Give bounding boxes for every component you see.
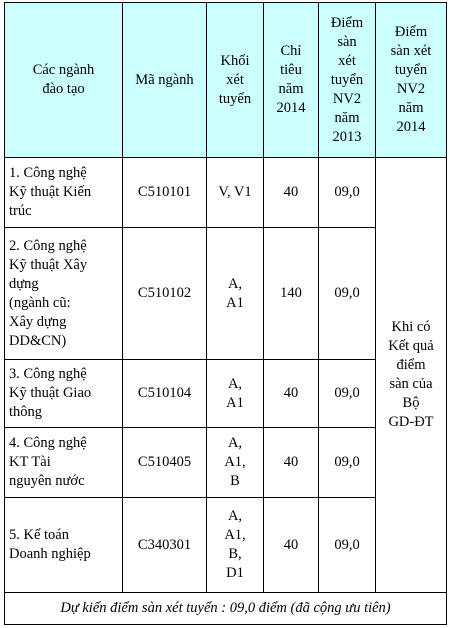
text-line: 5. Kế toán <box>9 527 69 543</box>
text-line: Bộ <box>402 395 420 411</box>
text-line: tuyển <box>218 90 252 107</box>
major-name: 1. Công nghệ Kỹ thuật Kiến trúc <box>4 157 123 228</box>
major-code: C340301 <box>122 497 207 593</box>
table-header: Các ngành đào tạo Mã ngành Khối xét tuyển C… <box>4 2 447 158</box>
text-line: Kỹ thuật Kiến <box>9 184 92 200</box>
quota: 40 <box>263 157 319 228</box>
text-line: dựng <box>9 275 39 292</box>
text-line: sàn của <box>389 376 433 392</box>
text-line: D1 <box>226 565 244 581</box>
header-score-2013: Điểm sàn xét tuyển NV2 năm 2013 <box>318 2 376 158</box>
text-line: B, <box>228 546 242 562</box>
score-2013: 09,0 <box>318 497 376 593</box>
header-code: Mã ngành <box>122 2 207 158</box>
text-line: trúc <box>9 203 32 219</box>
admission-block: A, A1 <box>206 359 264 428</box>
table-row: 1. Công nghệ Kỹ thuật Kiến trúc C510101 V,… <box>4 157 447 593</box>
admissions-table: Các ngành đào tạo Mã ngành Khối xét tuyển C… <box>4 2 447 625</box>
text-line: Kết quả <box>388 338 434 354</box>
header-quota: Chỉ tiêu năm 2014 <box>263 2 319 158</box>
text-line: 2013 <box>332 128 362 145</box>
footer-row: Dự kiến điểm sàn xét tuyển : 09,0 điểm (… <box>4 592 447 625</box>
score-2013: 09,0 <box>318 227 376 360</box>
header-block: Khối xét tuyển <box>206 2 264 158</box>
text-line: xét <box>226 71 244 88</box>
text-line: sàn <box>337 33 357 50</box>
text-line: tiêu <box>280 62 302 78</box>
text-line: V, V1 <box>218 184 252 200</box>
text-line: đào tạo <box>42 81 85 97</box>
text-line: năm <box>334 109 360 126</box>
text-line: Khi có <box>391 319 431 335</box>
score-2013: 09,0 <box>318 359 376 428</box>
text-line: năm <box>278 81 304 97</box>
text-line: A1 <box>226 294 244 311</box>
text-line: 3. Công nghệ <box>9 366 87 382</box>
text-line: NV2 <box>396 81 426 97</box>
text-line: Kỹ thuật Xây <box>9 256 88 273</box>
admission-block: A, A1 <box>206 227 264 360</box>
major-code: C510405 <box>122 427 207 498</box>
major-code: C510101 <box>122 157 207 228</box>
text-line: 2014 <box>276 100 306 116</box>
text-line: GD-ĐT <box>388 414 434 430</box>
text-line: B <box>230 473 240 489</box>
header-major: Các ngành đào tạo <box>4 2 123 158</box>
text-line: A1, <box>224 527 246 543</box>
text-line: nguyên nước <box>9 473 85 489</box>
text-line: A1, <box>224 454 246 470</box>
major-code: C510102 <box>122 227 207 360</box>
text-line: A, <box>227 275 243 292</box>
text-line: NV2 <box>332 90 362 107</box>
major-name: 3. Công nghệ Kỹ thuật Giao thông <box>4 359 123 428</box>
text-line: 2014 <box>396 119 426 135</box>
text-line: A, <box>227 375 243 392</box>
header-score-2014: Điểm sàn xét tuyển NV2 năm 2014 <box>375 2 447 158</box>
text-line: Điểm <box>394 24 428 40</box>
text-line: Kỹ thuật Giao <box>9 385 92 401</box>
quota: 140 <box>263 227 319 360</box>
text-line: Chỉ <box>280 43 302 59</box>
text-line: Xây dựng <box>9 313 67 330</box>
text-line: 2. Công nghệ <box>9 237 87 254</box>
admission-block: V, V1 <box>206 157 264 228</box>
text-line: tuyển <box>394 62 428 78</box>
quota: 40 <box>263 427 319 498</box>
text-line: KT Tài <box>9 454 51 470</box>
text-line: 1. Công nghệ <box>9 165 87 181</box>
text-line: tuyển <box>330 71 364 88</box>
text-line: DD&CN) <box>9 332 67 349</box>
text-line: (ngành cũ: <box>9 294 71 311</box>
text-line: Các ngành <box>32 62 95 78</box>
major-name: 5. Kế toán Doanh nghiệp <box>4 497 123 593</box>
text-line: Điểm <box>330 14 364 31</box>
quota: 40 <box>263 359 319 428</box>
text-line: Doanh nghiệp <box>9 546 91 562</box>
text-line: Khối <box>220 52 250 69</box>
text-line: A, <box>227 508 243 524</box>
text-line: A1 <box>226 394 244 411</box>
score-2014-note: Khi có Kết quả điểm sàn của Bộ GD-ĐT <box>375 157 447 593</box>
text-line: năm <box>398 100 424 116</box>
major-name: 2. Công nghệ Kỹ thuật Xây dựng (ngành cũ: Xâ… <box>4 227 123 360</box>
table-body: 1. Công nghệ Kỹ thuật Kiến trúc C510101 V,… <box>4 157 447 625</box>
major-code: C510104 <box>122 359 207 428</box>
score-2013: 09,0 <box>318 427 376 498</box>
text-line: A, <box>227 435 243 451</box>
text-line: điểm <box>396 357 426 373</box>
text-line: Mã ngành <box>135 71 194 88</box>
admission-block: A, A1, B, D1 <box>206 497 264 593</box>
admission-block: A, A1, B <box>206 427 264 498</box>
major-name: 4. Công nghệ KT Tài nguyên nước <box>4 427 123 498</box>
score-2013: 09,0 <box>318 157 376 228</box>
footer-note: Dự kiến điểm sàn xét tuyển : 09,0 điểm (… <box>4 592 447 625</box>
table-row: 5. Kế toán Doanh nghiệp C340301 A, A1, B, D1… <box>4 497 447 593</box>
text-line: xét <box>338 52 356 69</box>
table-row: 2. Công nghệ Kỹ thuật Xây dựng (ngành cũ: Xâ… <box>4 227 447 360</box>
quota: 40 <box>263 497 319 593</box>
text-line: sàn xét <box>390 43 432 59</box>
table-row: 4. Công nghệ KT Tài nguyên nước C510405 A,… <box>4 427 447 498</box>
text-line: 4. Công nghệ <box>9 435 87 451</box>
text-line: thông <box>9 404 43 420</box>
